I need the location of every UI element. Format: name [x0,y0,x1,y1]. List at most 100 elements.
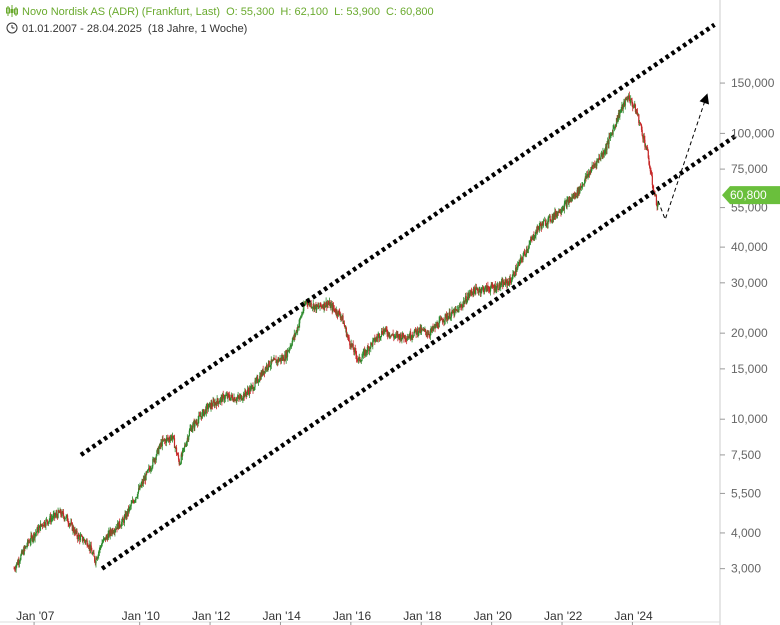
candle-body [119,526,121,527]
candle-body [409,332,411,339]
candle-body [316,304,318,307]
candle-body [152,459,154,467]
candle-body [636,112,639,115]
candle-body [440,318,442,320]
candle-body [117,522,119,529]
candle-body [17,560,19,565]
candle-body [102,538,105,542]
candle-body [121,521,123,526]
candle-body [265,365,268,370]
candle-body [311,307,313,308]
candle-body [622,103,624,109]
candle-body [577,189,579,195]
candle-body [576,189,578,197]
candle-body [19,559,21,562]
candle-body [441,320,444,323]
candle-body [216,398,218,406]
candle-body [498,289,500,290]
candle-body [414,328,417,331]
candle-body [496,284,498,287]
candle-body [352,344,354,350]
candle-body [509,277,511,281]
candle-body [66,515,68,517]
candle-body [239,396,241,399]
candle-body [357,358,359,360]
candle-body [209,402,211,409]
candle-body [504,279,507,285]
candle-body [425,329,427,333]
candle-body [629,100,631,103]
candle-body [114,529,116,533]
candle-body [374,337,376,342]
candle-body [280,358,282,361]
candle-body [302,310,304,314]
candle-body [364,350,366,356]
candle-body [351,344,354,346]
candle-body [418,327,421,332]
candle-body [341,316,343,318]
candle-body [644,145,647,147]
candle-body [353,349,355,353]
candle-body [655,195,658,206]
candle-body [65,516,67,519]
candle-body [530,239,532,240]
candle-body [645,145,647,150]
candle-body [293,333,295,339]
candle-body [271,359,273,362]
candle-body [466,301,468,303]
candle-body [531,239,533,241]
candle-body [282,356,285,361]
candle-body [330,304,333,305]
candle-body [606,144,608,151]
candle-body [598,157,600,160]
candle-body [30,535,32,542]
candle-body [612,128,614,135]
candle-body [255,378,257,382]
candle-body [634,104,636,108]
candle-body [600,152,603,156]
candle-body [521,257,523,260]
candle-body [454,308,456,316]
candle-body [583,183,585,185]
candle-body [230,395,232,398]
candle-body [617,118,619,122]
candle-body [70,522,72,525]
candle-body [59,509,61,513]
candle-body [162,438,164,441]
candle-body [84,540,86,543]
x-tick-label: Jan '10 [122,609,161,623]
candle-body [63,516,65,520]
candle-body [470,290,472,292]
candle-body [124,513,126,517]
candle-body [105,536,107,541]
candle-body [368,347,370,352]
candle-body [616,118,618,122]
candle-body [180,454,182,464]
candle-body [56,513,58,516]
candle-body [580,186,582,189]
candle-body [213,400,215,402]
candle-body [60,514,63,517]
candle-body [368,347,371,352]
candle-body [234,400,237,402]
candle-body [187,438,189,440]
candle-body [439,318,441,321]
candle-body [293,337,295,339]
candle-body [603,153,605,155]
date-duration: (18 Jahre, 1 Woche) [147,23,248,35]
candle-body [605,146,607,151]
candle-body [611,132,614,135]
candle-body [473,287,475,291]
candle-body [533,237,536,239]
candle-body [563,203,565,210]
candle-body [518,261,520,264]
chart-axes [0,0,725,625]
candle-body [88,544,90,548]
candle-body [259,375,262,380]
candle-body [73,526,75,532]
candle-body [354,348,356,351]
candle-body [621,104,624,109]
candle-body [170,436,172,439]
candle-body [21,551,23,554]
